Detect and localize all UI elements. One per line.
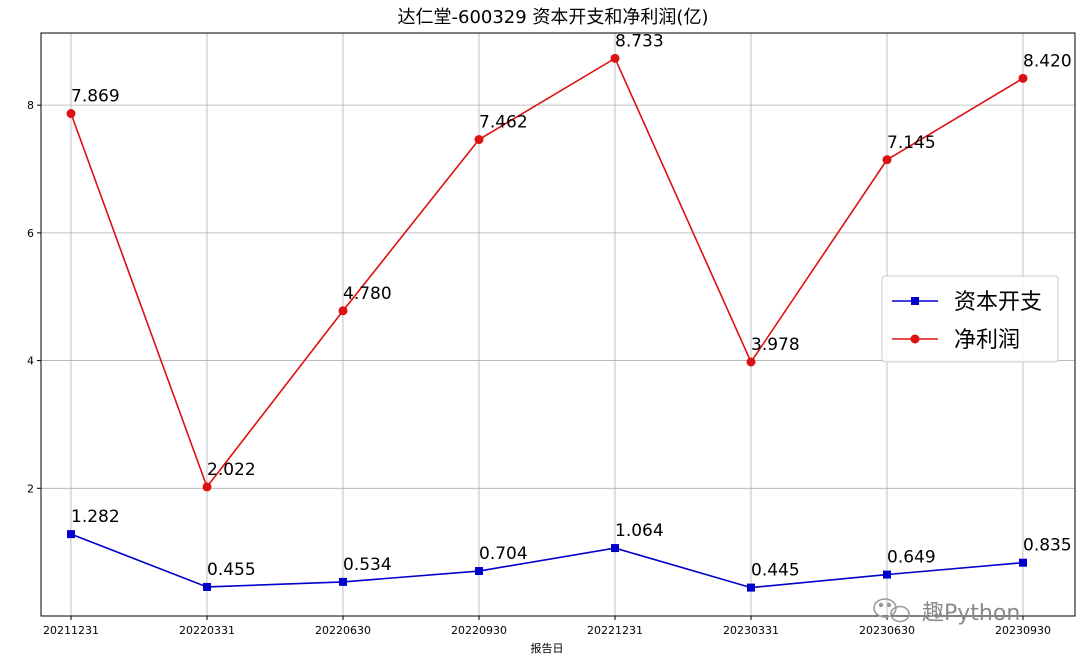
x-axis-ticks: 20211231 20220331 20220630 20220930 20221231… [43, 616, 1051, 637]
data-label: 2.022 [207, 460, 256, 480]
legend-item[interactable]: 净利润 [892, 328, 1020, 353]
data-label: 3.978 [751, 335, 800, 355]
series-2: 7.869 2.022 4.780 7.462 8.733 3.978 7.145 8.420 [66, 31, 1072, 492]
data-point [883, 570, 891, 579]
y-tick-label: 8 [27, 99, 34, 112]
data-label: 7.869 [71, 87, 120, 107]
legend-marker [911, 297, 919, 305]
data-point [474, 135, 484, 145]
data-label: 0.534 [343, 555, 392, 575]
wechat-icon [873, 598, 910, 623]
x-tick-label: 20211231 [43, 624, 99, 637]
series-1: 1.282 0.455 0.534 0.704 1.064 0.445 0.649 0.835 [67, 507, 1072, 592]
y-tick-label: 6 [27, 227, 34, 240]
data-label: 0.649 [887, 548, 936, 568]
y-axis-ticks: 2 4 6 8 [27, 99, 41, 495]
data-point [1018, 73, 1028, 83]
data-point [66, 109, 76, 119]
data-point [338, 306, 348, 316]
legend-label: 资本开支 [954, 290, 1042, 315]
series-layer: 1.282 0.455 0.534 0.704 1.064 0.445 0.649 0.835… [66, 31, 1072, 592]
data-point [475, 567, 483, 576]
x-tick-label: 20220630 [315, 624, 371, 637]
data-point [67, 530, 75, 539]
series-line [70, 57, 1024, 489]
data-label: 7.145 [887, 133, 936, 153]
watermark-text: 趣Python [922, 601, 1020, 626]
x-tick-label: 20221231 [587, 624, 643, 637]
data-point [746, 357, 756, 367]
watermark: 趣Python [873, 598, 1020, 626]
data-point [747, 583, 755, 592]
data-point [1019, 558, 1027, 567]
data-label: 0.835 [1023, 536, 1072, 556]
x-tick-label: 20220331 [179, 624, 235, 637]
data-point [882, 155, 892, 165]
data-label: 1.064 [615, 521, 664, 541]
chart-title: 达仁堂-600329 资本开支和净利润(亿) [398, 7, 709, 28]
x-axis-label: 报告日 [531, 641, 564, 655]
y-tick-label: 4 [27, 355, 34, 368]
data-point [202, 482, 212, 492]
data-label: 0.704 [479, 544, 528, 564]
data-point [611, 544, 619, 553]
legend-item[interactable]: 资本开支 [892, 290, 1042, 315]
legend-box [881, 275, 1059, 363]
data-point [203, 582, 211, 591]
data-label: 8.420 [1023, 51, 1072, 71]
x-tick-label: 20230930 [995, 624, 1051, 637]
plot-frame [40, 32, 1076, 617]
x-tick-label: 20230331 [723, 624, 779, 637]
legend-label: 净利润 [954, 328, 1020, 353]
data-label: 7.462 [479, 113, 528, 133]
legend-marker [910, 334, 920, 344]
data-label: 0.455 [207, 560, 256, 580]
data-label: 1.282 [71, 507, 120, 527]
data-label: 0.445 [751, 561, 800, 581]
y-tick-label: 2 [27, 482, 34, 495]
data-point [339, 577, 347, 586]
data-label: 8.733 [615, 31, 664, 51]
series-line [70, 533, 1024, 589]
data-point [610, 53, 620, 63]
data-label: 4.780 [343, 284, 392, 304]
x-tick-label: 20230630 [859, 624, 915, 637]
x-tick-label: 20220930 [451, 624, 507, 637]
